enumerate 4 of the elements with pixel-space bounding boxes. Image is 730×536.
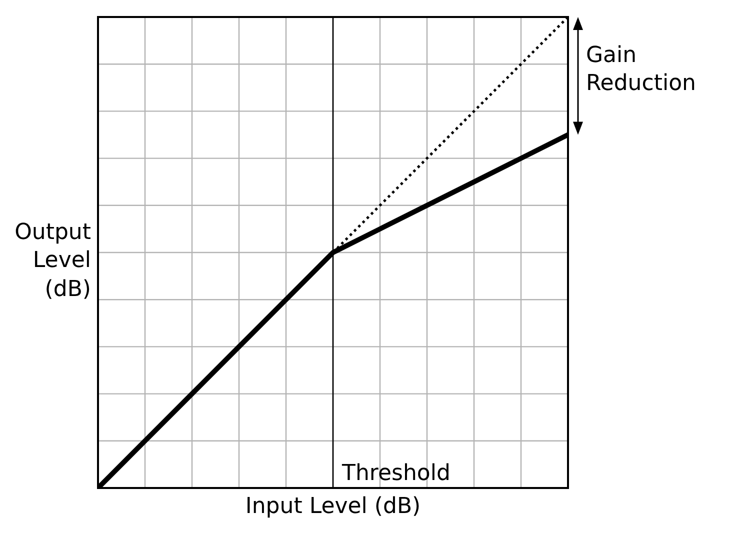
y-axis-title: Output Level (dB) (14, 218, 91, 304)
annotation: Threshold (341, 461, 450, 486)
text: Gain Reduction (586, 42, 697, 98)
x-axis-title: Input Level (dB) (244, 493, 422, 521)
